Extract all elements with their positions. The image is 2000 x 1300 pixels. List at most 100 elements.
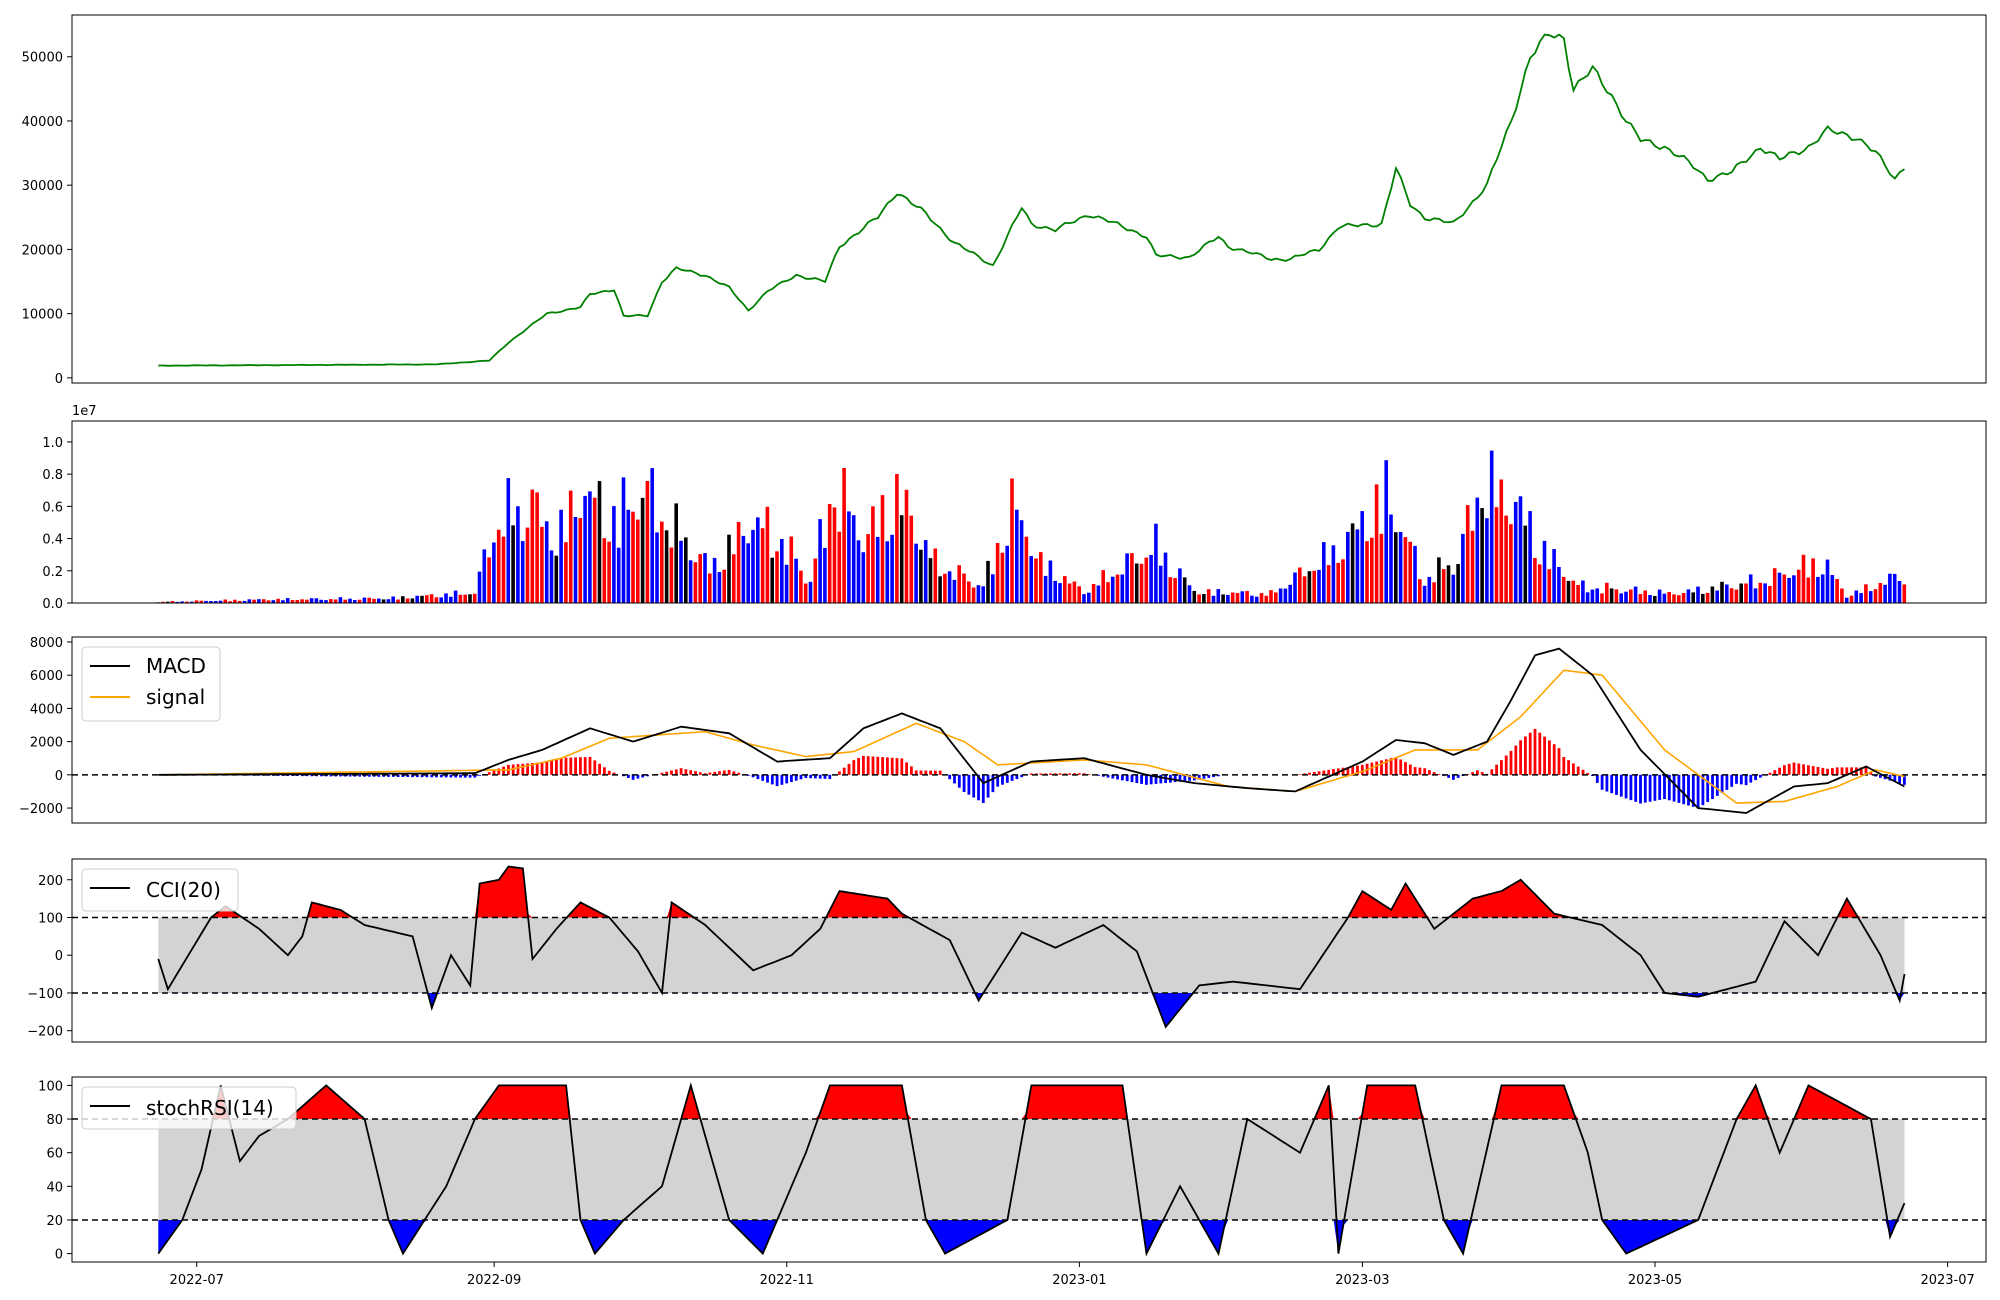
volume-bar	[161, 601, 165, 603]
macd-histogram-bar	[794, 774, 798, 781]
panel-background	[72, 421, 1986, 603]
volume-bar	[1163, 552, 1168, 603]
volume-bar	[535, 492, 539, 603]
macd-histogram-bar	[981, 774, 985, 803]
macd-histogram-bar	[890, 757, 894, 775]
volume-bar	[1264, 595, 1269, 603]
volume-bar	[664, 530, 669, 603]
panel-background	[72, 637, 1986, 823]
macd-histogram-bar	[363, 774, 366, 777]
macd-histogram-bar	[1533, 728, 1537, 775]
volume-bars	[156, 450, 1907, 603]
volume-bar	[1849, 595, 1854, 603]
macd-histogram-bar	[1759, 774, 1762, 778]
volume-bar	[1725, 584, 1729, 603]
y-tick-label: 4000	[30, 702, 63, 717]
macd-histogram-bar	[919, 770, 923, 775]
volume-bar	[1245, 591, 1249, 603]
macd-histogram-bar	[1643, 774, 1647, 803]
macd-histogram-bar	[511, 764, 515, 775]
macd-histogram-bar	[1768, 772, 1772, 775]
macd-histogram-bar	[521, 763, 525, 775]
volume-bar	[1437, 557, 1441, 603]
macd-histogram-bar	[1869, 771, 1873, 775]
macd-histogram-bar	[886, 757, 889, 775]
macd-histogram-bar	[1543, 736, 1546, 775]
volume-bar	[1801, 554, 1806, 603]
volume-bar	[1811, 558, 1815, 603]
volume-bar	[175, 601, 180, 603]
panel-frame	[71, 858, 1987, 1043]
y-tick-label: 10000	[22, 308, 63, 323]
volume-bar	[357, 599, 362, 603]
macd-histogram-bar	[814, 774, 817, 779]
macd-histogram-bar	[1696, 774, 1700, 809]
macd-histogram-bar	[1212, 774, 1215, 778]
y-tick-label: 1.0	[42, 436, 63, 451]
macd-histogram-bar	[722, 770, 726, 775]
macd-histogram-bar	[329, 774, 333, 777]
volume-bar	[1456, 564, 1460, 603]
volume-bar	[871, 506, 875, 603]
volume-bar	[861, 552, 866, 603]
volume-bar	[1763, 583, 1767, 603]
macd-histogram-bar	[1706, 774, 1710, 802]
volume-bar	[338, 597, 343, 603]
volume-bar	[1274, 592, 1278, 603]
volume-bar	[434, 597, 439, 603]
volume-bar	[477, 571, 482, 603]
macd-histogram-bar	[310, 774, 314, 777]
macd-histogram-bar	[1576, 766, 1580, 775]
panel-frame	[71, 1076, 1987, 1263]
macd-histogram-bar	[372, 774, 376, 777]
macd-histogram-bar	[977, 774, 980, 801]
macd-histogram-bar	[1792, 762, 1796, 775]
y-tick-label: 20000	[22, 243, 63, 258]
macd-histogram-bar	[1178, 774, 1182, 782]
volume-bar	[348, 598, 352, 603]
volume-bar	[305, 599, 309, 603]
macd-histogram-bar	[1783, 765, 1786, 775]
volume-bar	[199, 600, 204, 603]
volume-bar	[732, 554, 736, 603]
macd-histogram-bar	[627, 774, 630, 778]
macd-histogram-bar	[862, 755, 865, 775]
macd-histogram-bar	[1495, 764, 1498, 775]
y-tick-label: 100	[38, 911, 63, 926]
macd-histogram-bar	[698, 772, 702, 775]
macd-histogram-bar	[694, 771, 697, 775]
macd-histogram-bar	[353, 774, 357, 777]
volume-bar	[1302, 576, 1307, 603]
volume-bar	[218, 600, 223, 603]
volume-bar	[1883, 584, 1887, 603]
volume-bar	[1667, 592, 1671, 603]
volume-bar	[1662, 593, 1667, 603]
volume-bar	[957, 565, 961, 603]
volume-bar	[1221, 594, 1225, 603]
volume-bar	[1365, 541, 1369, 603]
volume-bar	[1710, 586, 1715, 603]
volume-bar	[1039, 552, 1043, 603]
macd-histogram-bar	[1816, 767, 1820, 775]
volume-bar	[770, 557, 774, 603]
macd-histogram-bar	[1356, 765, 1359, 775]
volume-bar	[1326, 565, 1331, 603]
volume-bar	[856, 540, 861, 603]
volume-bar	[1835, 579, 1839, 603]
macd-histogram-bar	[1149, 774, 1153, 785]
macd-histogram-bar	[905, 762, 908, 775]
volume-bar	[1844, 597, 1849, 603]
macd-histogram-bar	[415, 774, 419, 778]
x-tick-label: 2022-09	[467, 1273, 521, 1288]
volume-bar	[242, 600, 247, 603]
volume-bar	[1734, 589, 1739, 603]
volume-bar	[866, 534, 870, 603]
y-tick-label: 40000	[22, 115, 63, 130]
volume-bar	[1000, 552, 1005, 603]
volume-bar	[501, 536, 506, 603]
macd-histogram-bar	[842, 767, 846, 775]
macd-histogram-bar	[1341, 767, 1345, 775]
macd-histogram-bar	[411, 774, 414, 778]
macd-histogram-bar	[1116, 774, 1119, 780]
macd-histogram-bar	[1154, 774, 1158, 784]
